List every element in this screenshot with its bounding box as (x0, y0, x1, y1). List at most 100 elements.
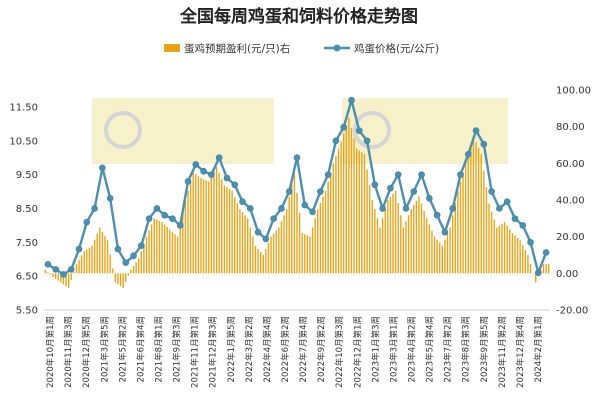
price-point (270, 215, 277, 222)
profit-bar (130, 269, 132, 274)
profit-bar (265, 248, 267, 274)
profit-bar (166, 226, 168, 274)
profit-bar (389, 196, 392, 274)
profit-bar (278, 227, 280, 274)
profit-bar (397, 203, 399, 274)
profit-bar (156, 219, 158, 274)
profit-bar (145, 236, 148, 274)
profit-bar (163, 224, 166, 274)
profit-bar (527, 255, 529, 274)
profit-bar (249, 227, 251, 274)
price-point (340, 123, 348, 131)
price-point (496, 205, 503, 212)
profit-bar (366, 169, 368, 274)
profit-bar (470, 145, 472, 274)
price-point (106, 195, 114, 202)
price-point (145, 215, 153, 222)
left-tick-label: 9.50 (16, 170, 38, 181)
profit-bar (319, 203, 322, 274)
profit-bar (62, 273, 65, 285)
x-tick-label: 2020年12月第5周 (81, 316, 92, 388)
profit-bar (519, 240, 521, 274)
profit-bar (270, 236, 272, 274)
profit-bar (457, 190, 459, 274)
x-tick-label: 2023年3月第1周 (388, 316, 399, 382)
profit-bar (376, 218, 379, 274)
watermark-logo-right (353, 111, 391, 149)
price-point (130, 252, 137, 260)
profit-bar (57, 273, 59, 281)
profit-bar (187, 190, 189, 274)
profit-bar (374, 209, 376, 274)
price-point (176, 222, 184, 229)
x-tick-label: 2024年2月第1周 (533, 316, 544, 382)
profit-bar (413, 204, 415, 274)
price-point (293, 154, 301, 161)
profit-bar (311, 227, 314, 274)
right-tick-label: 20.00 (556, 232, 585, 243)
x-tick-label: 2022年3月第2周 (244, 316, 255, 382)
profit-bar (254, 245, 257, 274)
profit-bar (309, 236, 311, 274)
price-point (278, 205, 285, 212)
profit-bar (236, 203, 239, 274)
x-tick-label: 2023年7月第2周 (443, 316, 454, 382)
profit-bar (262, 255, 264, 274)
profit-bar (257, 248, 259, 274)
price-point (449, 205, 456, 212)
profit-bar (371, 200, 373, 274)
profit-bar (477, 148, 480, 274)
profit-bar (228, 189, 231, 274)
profit-bar (433, 236, 436, 274)
x-tick-label: 2021年11月第1周 (190, 316, 201, 388)
profit-bar (291, 184, 293, 274)
legend-label-price: 鸡蛋价格(元/公斤) (354, 42, 439, 55)
profit-bar (150, 224, 153, 274)
profit-bars (44, 117, 550, 288)
profit-bar (73, 272, 75, 274)
profit-bar (405, 221, 407, 274)
right-tick-label: 40.00 (556, 196, 585, 207)
profit-bar (506, 225, 508, 274)
price-point (246, 205, 254, 212)
profit-bar (104, 236, 106, 274)
profit-bar (60, 273, 62, 283)
profit-bar (88, 247, 91, 274)
x-tick-label: 2021年3月第5周 (99, 316, 110, 382)
profit-bar (410, 209, 412, 274)
profit-bar (340, 141, 342, 274)
x-tick-label: 2021年8月第1周 (154, 316, 165, 382)
profit-bar (509, 229, 511, 274)
right-tick-label: 60.00 (556, 159, 585, 170)
profit-bar (368, 184, 371, 274)
profit-bar (252, 236, 254, 274)
x-tick-label: 2023年8月第3周 (461, 316, 472, 382)
profit-bar (226, 187, 228, 274)
profit-bar (483, 170, 485, 274)
profit-bar (449, 227, 451, 274)
price-point (161, 211, 168, 219)
profit-bar (91, 245, 93, 274)
profit-bar (337, 148, 340, 274)
profit-bar (231, 190, 233, 274)
profit-bar (176, 236, 179, 274)
profit-bar (451, 215, 454, 274)
price-point (184, 178, 192, 185)
profit-bar (195, 174, 197, 274)
profit-bar (182, 212, 184, 274)
profit-bar (545, 264, 547, 274)
profit-bar (213, 171, 215, 274)
price-point (472, 127, 480, 134)
profit-bar (83, 251, 85, 274)
x-tick-label: 2022年10月第3周 (334, 316, 345, 388)
profit-bar (49, 273, 52, 275)
profit-bar (239, 209, 241, 274)
price-point (309, 208, 316, 216)
x-tick-label: 2022年1月第5周 (226, 316, 237, 382)
legend-marker-price (333, 44, 341, 52)
x-tick-label: 2022年9月第2周 (316, 316, 327, 382)
price-point (371, 181, 379, 189)
price-point (75, 245, 83, 253)
profit-bar (93, 239, 96, 274)
